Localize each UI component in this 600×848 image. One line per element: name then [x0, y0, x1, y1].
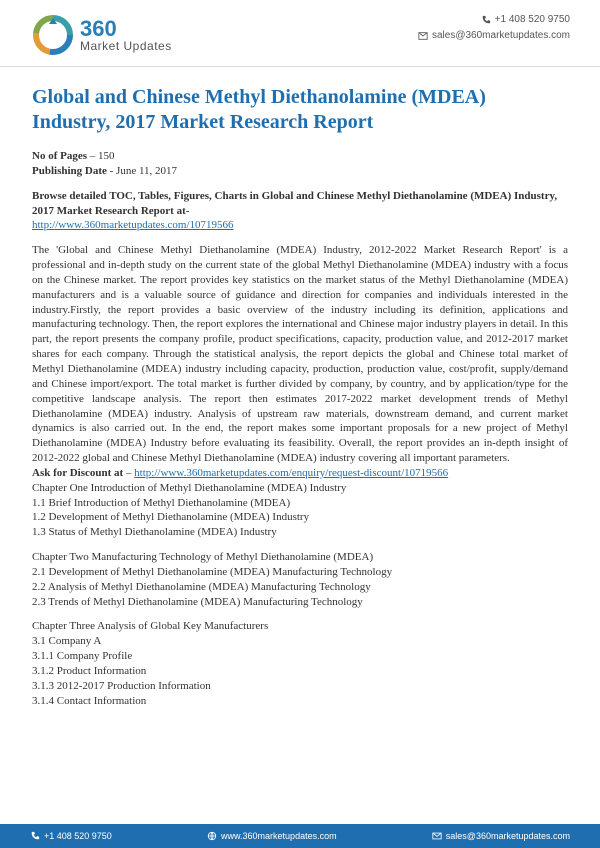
ask-discount: Ask for Discount at – http://www.360mark…: [32, 466, 568, 481]
meta-date: Publishing Date - June 11, 2017: [32, 164, 568, 179]
toc-ch3-title: Chapter Three Analysis of Global Key Man…: [32, 619, 568, 634]
footer-email-group: sales@360marketupdates.com: [432, 830, 570, 842]
browse-link[interactable]: http://www.360marketupdates.com/10719566: [32, 219, 234, 231]
meta-pages: No of Pages – 150: [32, 149, 568, 164]
globe-icon: [207, 831, 217, 841]
toc-item: 3.1.4 Contact Information: [32, 694, 568, 709]
ask-label: Ask for Discount at: [32, 467, 123, 479]
toc-item: 2.1 Development of Methyl Diethanolamine…: [32, 565, 568, 580]
toc: Chapter One Introduction of Methyl Dieth…: [32, 481, 568, 709]
browse-block: Browse detailed TOC, Tables, Figures, Ch…: [32, 189, 568, 234]
footer-phone: +1 408 520 9750: [44, 830, 112, 842]
meta-block: No of Pages – 150 Publishing Date - June…: [32, 149, 568, 179]
footer-site: www.360marketupdates.com: [221, 830, 337, 842]
toc-ch2-title: Chapter Two Manufacturing Technology of …: [32, 550, 568, 565]
content: Global and Chinese Methyl Diethanolamine…: [0, 67, 600, 709]
logo-brand-number: 360: [80, 18, 172, 40]
footer-site-group: www.360marketupdates.com: [207, 830, 337, 842]
header: 360 Market Updates +1 408 520 9750 sales…: [0, 0, 600, 67]
toc-item: 3.1.2 Product Information: [32, 664, 568, 679]
toc-item: 1.3 Status of Methyl Diethanolamine (MDE…: [32, 525, 568, 540]
logo-brand-text: Market Updates: [80, 40, 172, 52]
ask-sep: –: [123, 467, 134, 479]
toc-item: 1.2 Development of Methyl Diethanolamine…: [32, 510, 568, 525]
email-icon: [418, 31, 428, 41]
header-phone: +1 408 520 9750: [495, 12, 570, 28]
phone-icon: [30, 831, 40, 841]
footer: +1 408 520 9750 www.360marketupdates.com…: [0, 824, 600, 848]
meta-date-label: Publishing Date: [32, 165, 107, 177]
meta-pages-label: No of Pages: [32, 150, 87, 162]
toc-item: 1.1 Brief Introduction of Methyl Diethan…: [32, 496, 568, 511]
logo-text: 360 Market Updates: [80, 18, 172, 52]
meta-date-value: - June 11, 2017: [110, 165, 177, 177]
phone-icon: [481, 15, 491, 25]
page-title: Global and Chinese Methyl Diethanolamine…: [32, 85, 568, 135]
footer-email: sales@360marketupdates.com: [446, 830, 570, 842]
logo: 360 Market Updates: [30, 12, 172, 58]
toc-item: 2.2 Analysis of Methyl Diethanolamine (M…: [32, 580, 568, 595]
browse-text: Browse detailed TOC, Tables, Figures, Ch…: [32, 190, 557, 217]
toc-item: 2.3 Trends of Methyl Diethanolamine (MDE…: [32, 595, 568, 610]
body-text: The 'Global and Chinese Methyl Diethanol…: [32, 243, 568, 466]
meta-pages-value: – 150: [90, 150, 115, 162]
email-icon: [432, 831, 442, 841]
toc-item: 3.1 Company A: [32, 634, 568, 649]
toc-ch1-title: Chapter One Introduction of Methyl Dieth…: [32, 481, 568, 496]
toc-item: 3.1.1 Company Profile: [32, 649, 568, 664]
toc-item: 3.1.3 2012-2017 Production Information: [32, 679, 568, 694]
footer-phone-group: +1 408 520 9750: [30, 830, 112, 842]
header-email: sales@360marketupdates.com: [432, 28, 570, 44]
header-contact: +1 408 520 9750 sales@360marketupdates.c…: [418, 12, 570, 44]
logo-ring-icon: [30, 12, 76, 58]
ask-link[interactable]: http://www.360marketupdates.com/enquiry/…: [134, 467, 448, 479]
